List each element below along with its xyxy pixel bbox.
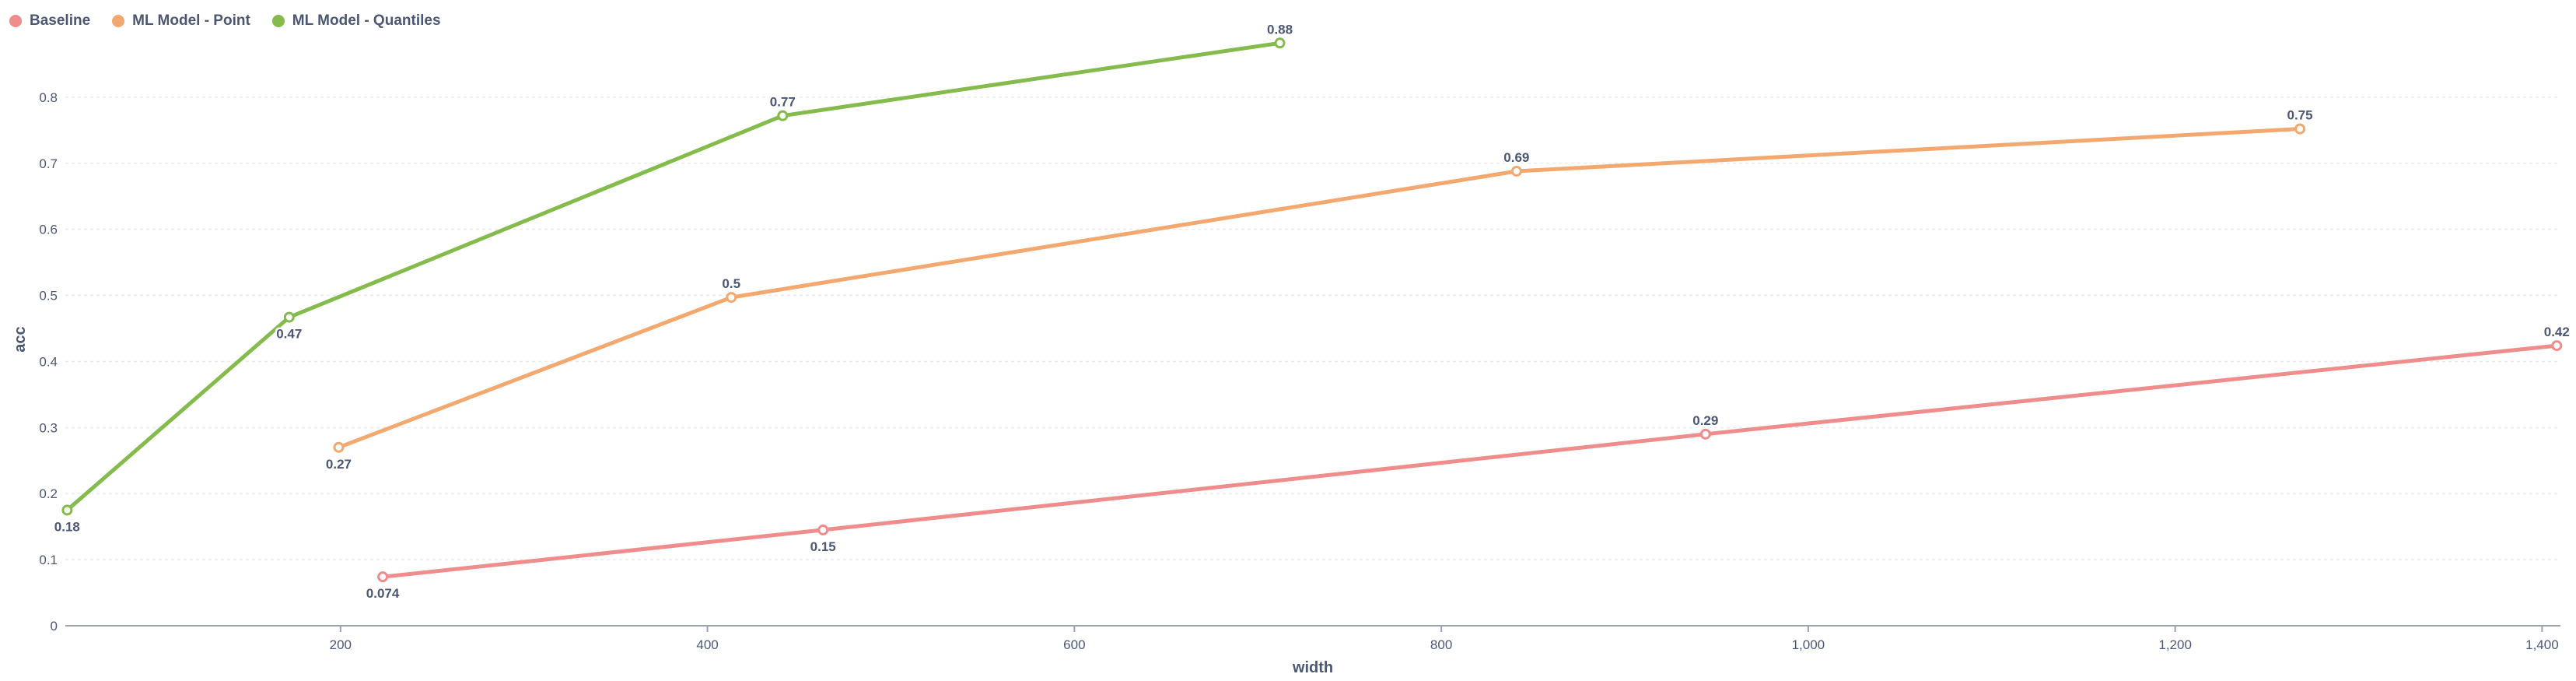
series-points[interactable] [61, 37, 2563, 583]
y-tick-label: 0.8 [39, 90, 58, 105]
data-point-baseline[interactable] [2551, 340, 2563, 352]
legend-dot-ml-model-point [112, 15, 125, 27]
data-point-ml-model-point[interactable] [1510, 165, 1522, 177]
x-tick-label: 1,400 [2525, 637, 2559, 652]
legend-label-baseline: Baseline [30, 12, 91, 29]
data-label-baseline: 0.42 [2544, 325, 2570, 339]
series-line-baseline [380, 343, 2559, 579]
y-tick-label: 0.4 [39, 354, 58, 369]
x-axis-title: width [1292, 659, 1333, 676]
axes: width acc [12, 326, 2560, 676]
y-axis-title: acc [12, 326, 29, 352]
y-tick-labels: 0 0.1 0.2 0.3 0.4 0.5 0.6 0.7 0.8 [39, 90, 58, 634]
legend: Baseline ML Model - Point ML Model - Qua… [9, 9, 441, 33]
legend-dot-ml-model-quantiles [271, 15, 285, 27]
data-point-ml-model-point[interactable] [333, 441, 345, 453]
data-label-ml-model-quantiles: 0.77 [770, 95, 796, 110]
x-tick-labels: 200 400 600 800 1,000 1,200 1,400 [330, 626, 2559, 652]
data-label-baseline: 0.15 [810, 539, 836, 554]
series-lines [65, 40, 2559, 579]
data-label-ml-model-quantiles: 0.88 [1267, 22, 1293, 37]
data-point-ml-model-point[interactable] [2294, 123, 2306, 135]
data-point-baseline[interactable] [377, 571, 389, 583]
x-tick-label: 1,200 [2158, 637, 2192, 652]
data-point-ml-model-quantiles[interactable] [283, 311, 295, 323]
series-line-ml-model-quantiles [65, 40, 1282, 512]
y-tick-label: 0.1 [39, 553, 58, 567]
x-tick-label: 800 [1430, 637, 1452, 652]
data-label-ml-model-quantiles: 0.47 [276, 327, 302, 342]
data-point-baseline[interactable] [817, 524, 829, 535]
legend-item-ml-model-quantiles[interactable]: ML Model - Quantiles [271, 12, 441, 30]
data-point-ml-model-point[interactable] [726, 292, 737, 304]
y-tick-label: 0 [51, 619, 58, 634]
y-tick-label: 0.2 [39, 486, 58, 501]
data-point-ml-model-quantiles[interactable] [1274, 37, 1286, 49]
data-label-baseline: 0.29 [1692, 413, 1718, 428]
legend-label-ml-model-point: ML Model - Point [132, 12, 250, 29]
data-label-baseline: 0.074 [366, 586, 400, 601]
data-label-ml-model-point: 0.5 [722, 276, 740, 291]
x-tick-label: 200 [330, 637, 352, 652]
x-tick-label: 1,000 [1792, 637, 1825, 652]
y-tick-label: 0.6 [39, 223, 58, 237]
x-tick-label: 600 [1063, 637, 1085, 652]
data-point-ml-model-quantiles[interactable] [777, 110, 789, 121]
data-label-ml-model-quantiles: 0.18 [54, 519, 80, 534]
y-tick-label: 0.3 [39, 420, 58, 435]
legend-item-baseline[interactable]: Baseline [9, 12, 90, 30]
legend-label-ml-model-quantiles: ML Model - Quantiles [292, 12, 441, 29]
data-label-ml-model-point: 0.27 [326, 457, 352, 472]
data-label-ml-model-point: 0.75 [2287, 108, 2313, 123]
grid-lines [65, 97, 2560, 560]
data-label-ml-model-point: 0.69 [1503, 150, 1529, 165]
legend-dot-baseline [9, 15, 22, 27]
x-tick-label: 400 [696, 637, 718, 652]
y-tick-label: 0.5 [39, 289, 58, 304]
y-tick-label: 0.7 [39, 156, 58, 171]
data-point-baseline[interactable] [1699, 428, 1711, 440]
series-line-ml-model-point [337, 127, 2302, 450]
data-point-ml-model-quantiles[interactable] [61, 504, 73, 516]
legend-item-ml-model-point[interactable]: ML Model - Point [112, 12, 250, 30]
data-labels: 0.074 0.15 0.29 0.42 0.27 0.5 0.69 0.75 0.18 0.47… [52, 20, 2571, 603]
